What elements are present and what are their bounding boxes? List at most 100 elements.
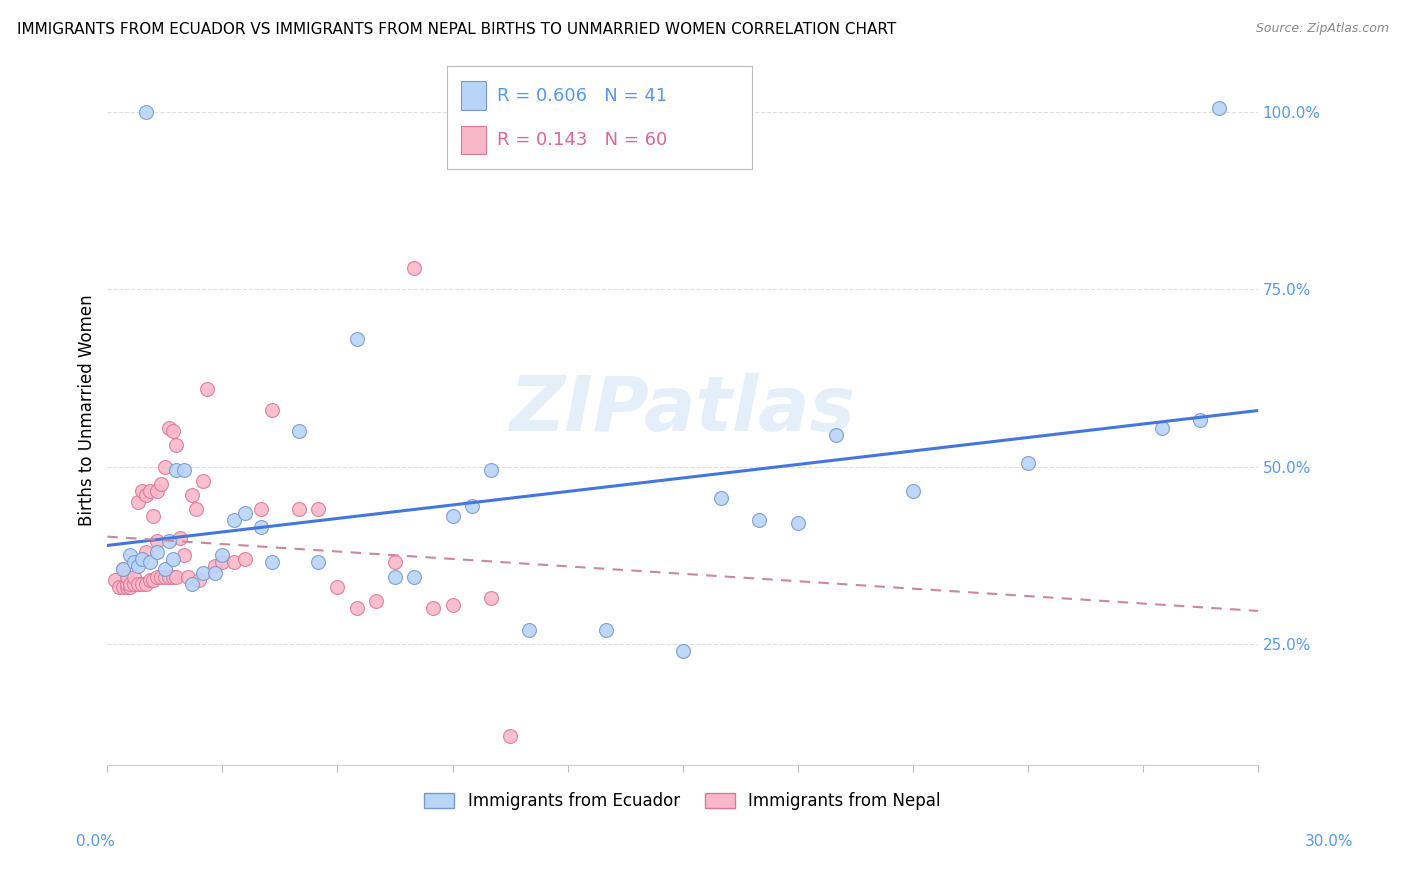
Point bbox=[162, 424, 184, 438]
Point bbox=[127, 558, 149, 573]
Point bbox=[157, 534, 180, 549]
Point bbox=[111, 562, 134, 576]
Point bbox=[249, 502, 271, 516]
Point bbox=[364, 594, 387, 608]
Point bbox=[177, 569, 200, 583]
Point bbox=[307, 502, 329, 516]
Point bbox=[262, 555, 284, 569]
Point bbox=[165, 463, 187, 477]
Point bbox=[150, 569, 173, 583]
Point bbox=[165, 438, 187, 452]
Point bbox=[138, 573, 160, 587]
Point bbox=[104, 573, 127, 587]
Point bbox=[422, 601, 444, 615]
Point bbox=[146, 569, 169, 583]
Point bbox=[346, 601, 368, 615]
Point bbox=[479, 463, 502, 477]
Bar bbox=[447, 66, 752, 169]
Point bbox=[346, 332, 368, 346]
Point bbox=[131, 484, 153, 499]
Point bbox=[235, 506, 257, 520]
Point bbox=[211, 548, 233, 562]
Point bbox=[127, 495, 149, 509]
Point bbox=[235, 551, 257, 566]
Point bbox=[122, 555, 145, 569]
Point bbox=[131, 576, 153, 591]
Text: 30.0%: 30.0% bbox=[1305, 834, 1353, 848]
Point bbox=[204, 566, 226, 580]
Point bbox=[127, 576, 149, 591]
Y-axis label: Births to Unmarried Women: Births to Unmarried Women bbox=[79, 294, 96, 525]
Point bbox=[307, 555, 329, 569]
Point bbox=[786, 516, 808, 531]
Point bbox=[120, 580, 142, 594]
Point bbox=[249, 520, 271, 534]
Point bbox=[146, 484, 169, 499]
Point bbox=[184, 502, 207, 516]
Point bbox=[120, 576, 142, 591]
Point bbox=[404, 569, 426, 583]
Point bbox=[671, 644, 693, 658]
Point bbox=[153, 562, 176, 576]
Point bbox=[404, 260, 426, 275]
Point bbox=[131, 551, 153, 566]
Text: 0.0%: 0.0% bbox=[76, 834, 115, 848]
Point bbox=[288, 424, 311, 438]
Point bbox=[111, 580, 134, 594]
Point bbox=[180, 488, 202, 502]
Point bbox=[180, 576, 202, 591]
Point bbox=[1017, 456, 1039, 470]
Point bbox=[384, 569, 406, 583]
Point bbox=[211, 555, 233, 569]
Point bbox=[193, 474, 215, 488]
Bar bbox=[461, 81, 486, 110]
Point bbox=[115, 576, 138, 591]
Text: Source: ZipAtlas.com: Source: ZipAtlas.com bbox=[1256, 22, 1389, 36]
Point bbox=[710, 491, 733, 506]
Point bbox=[108, 580, 131, 594]
Point bbox=[384, 555, 406, 569]
Point bbox=[146, 534, 169, 549]
Point bbox=[460, 499, 482, 513]
Point bbox=[901, 484, 924, 499]
Point bbox=[157, 569, 180, 583]
Point bbox=[326, 580, 349, 594]
Point bbox=[138, 555, 160, 569]
Point bbox=[162, 569, 184, 583]
Point bbox=[115, 580, 138, 594]
Point bbox=[222, 555, 245, 569]
Point bbox=[162, 551, 184, 566]
Point bbox=[135, 544, 157, 558]
Point bbox=[135, 104, 157, 119]
Point bbox=[135, 576, 157, 591]
Point bbox=[825, 427, 848, 442]
Point bbox=[120, 548, 142, 562]
Point bbox=[173, 548, 195, 562]
Point bbox=[153, 459, 176, 474]
Text: R = 0.143   N = 60: R = 0.143 N = 60 bbox=[498, 131, 668, 149]
Point bbox=[188, 573, 211, 587]
Point bbox=[142, 573, 165, 587]
Point bbox=[115, 569, 138, 583]
Point bbox=[222, 513, 245, 527]
Point bbox=[288, 502, 311, 516]
Point bbox=[748, 513, 770, 527]
Point bbox=[157, 420, 180, 434]
Point bbox=[153, 569, 176, 583]
Bar bbox=[461, 126, 486, 154]
Legend: Immigrants from Ecuador, Immigrants from Nepal: Immigrants from Ecuador, Immigrants from… bbox=[418, 785, 948, 816]
Point bbox=[499, 729, 522, 743]
Point bbox=[138, 484, 160, 499]
Point bbox=[479, 591, 502, 605]
Point bbox=[122, 569, 145, 583]
Point bbox=[1208, 101, 1230, 115]
Point bbox=[150, 477, 173, 491]
Text: ZIPatlas: ZIPatlas bbox=[509, 373, 856, 447]
Point bbox=[169, 531, 191, 545]
Point bbox=[173, 463, 195, 477]
Point bbox=[146, 544, 169, 558]
Point bbox=[441, 598, 464, 612]
Point bbox=[262, 402, 284, 417]
Point bbox=[122, 576, 145, 591]
Point bbox=[1189, 413, 1212, 427]
